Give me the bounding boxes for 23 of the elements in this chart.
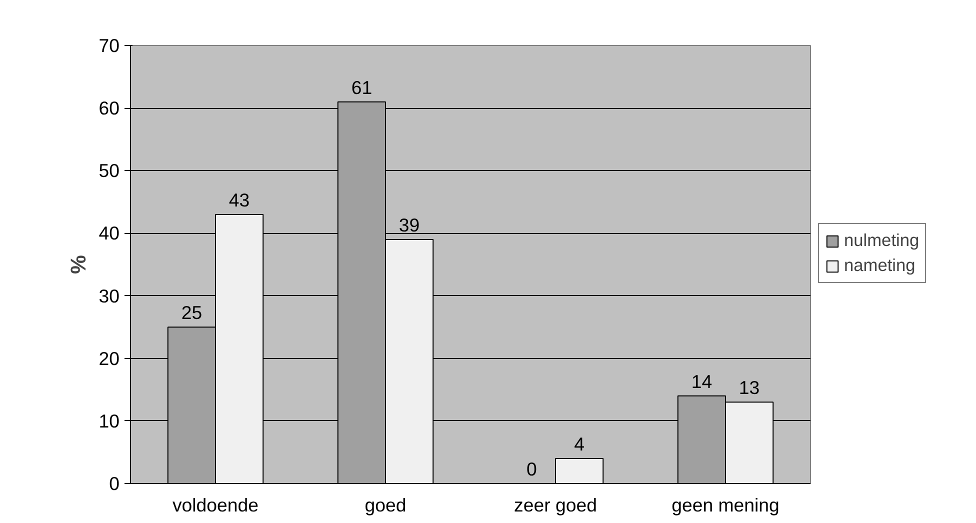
legend-label: nulmeting <box>844 230 920 251</box>
data-label: 14 <box>691 370 712 392</box>
data-label: 4 <box>574 433 585 454</box>
y-tick-label: 40 <box>98 222 120 244</box>
legend-label: nameting <box>844 255 916 276</box>
y-tick-label: 50 <box>98 160 120 182</box>
y-tick-label: 70 <box>98 35 120 56</box>
y-tick-label: 20 <box>98 348 120 369</box>
y-axis-title: % <box>66 254 91 274</box>
data-label: 39 <box>398 214 420 236</box>
y-tick-label: 0 <box>109 473 120 494</box>
x-tick-label: voldoende <box>172 494 259 516</box>
y-tick-label: 30 <box>98 285 120 306</box>
x-tick-label: geen mening <box>672 494 780 516</box>
x-tick-label: goed <box>364 494 406 516</box>
data-label: 25 <box>181 302 202 324</box>
data-label: 43 <box>228 189 250 210</box>
data-label: 61 <box>351 76 372 98</box>
x-tick-label: zeer goed <box>514 494 597 516</box>
y-tick-label: 10 <box>98 410 120 432</box>
data-label: 0 <box>526 458 537 480</box>
data-label: 13 <box>738 377 760 398</box>
y-tick-label: 60 <box>98 98 120 119</box>
